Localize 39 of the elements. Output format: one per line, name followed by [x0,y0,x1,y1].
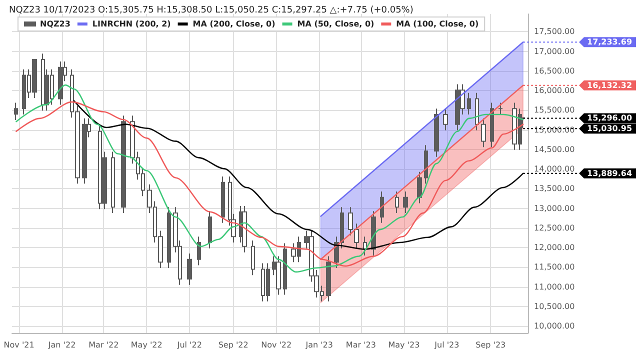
y-tick-label: 10,000.00 [534,322,575,331]
chart-title: NQZ23 10/17/2023 O:15,305.75 H:15,308.50 L:15,050.25 C:15,297.25 △:+7.75 (+0.05%) [9,6,414,16]
y-tick-label: 13,000.00 [534,204,575,213]
y-tick-label: 16,500.00 [534,66,575,76]
y-tick-label: 11,000.00 [534,282,575,292]
annotation: 13,889.64 [587,168,632,178]
y-tick-label: 15,000.00 [534,125,575,134]
x-tick-label: Sep '23 [476,340,506,349]
y-tick-label: 17,500.00 [534,27,575,36]
x-tick-label: Jul '22 [176,340,202,349]
legend-label: NQZ23 [40,20,70,28]
y-tick-label: 13,500.00 [534,184,575,194]
legend-label: MA (100, Close, 0) [396,20,479,28]
y-tick-label: 17,000.00 [534,46,575,56]
y-tick-label: 12,000.00 [534,243,575,252]
y-tick-label: 16,000.00 [534,86,575,96]
legend-label: MA (50, Close, 0) [297,20,374,28]
annotation: 15,296.00 [587,114,632,123]
legend-label: MA (200, Close, 0) [192,20,276,28]
y-tick-label: 12,500.00 [534,223,575,232]
legend-label: LINRCHN (200, 2) [92,20,171,28]
y-tick-label: 11,500.00 [534,262,575,272]
x-tick-label: Sep '22 [218,340,248,349]
annotation: 15,030.95 [587,124,632,134]
x-tick-label: Jan '22 [47,340,76,349]
x-tick-label: Mar '22 [88,340,119,349]
x-tick-label: Mar '23 [346,340,376,349]
annotation: 16,132.32 [587,80,632,90]
y-tick-label: 14,000.00 [534,164,575,174]
y-tick-label: 10,500.00 [534,302,575,311]
x-tick-label: Jul '23 [434,340,460,349]
x-tick-label: Nov '21 [4,340,34,349]
annotation: 17,233.69 [587,38,632,47]
x-tick-label: Nov '22 [261,340,292,349]
y-tick-label: 15,500.00 [534,106,575,115]
x-tick-label: May '22 [130,340,162,349]
x-tick-label: Jan '23 [304,340,333,349]
y-tick-label: 14,500.00 [534,144,575,154]
x-tick-label: May '23 [388,340,420,349]
